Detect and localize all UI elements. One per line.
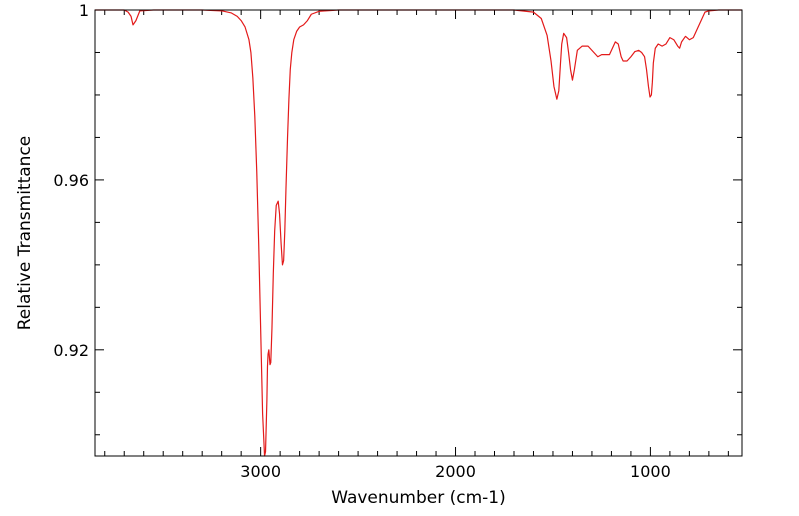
y-tick-label: 0.92 [53,341,89,360]
x-tick-label: 2000 [435,462,476,481]
tick-labels: 3000 2000 1000 0.92 0.96 1 [53,1,670,481]
y-tick-label: 1 [79,1,89,20]
spectrum-series-line [95,9,742,457]
x-tick-label: 3000 [240,462,281,481]
y-tick-label: 0.96 [53,171,89,190]
x-axis-title: Wavenumber (cm-1) [331,488,506,508]
x-tick-label: 1000 [630,462,671,481]
y-axis-title: Relative Transmittance [15,136,35,331]
plot-frame [94,9,743,457]
